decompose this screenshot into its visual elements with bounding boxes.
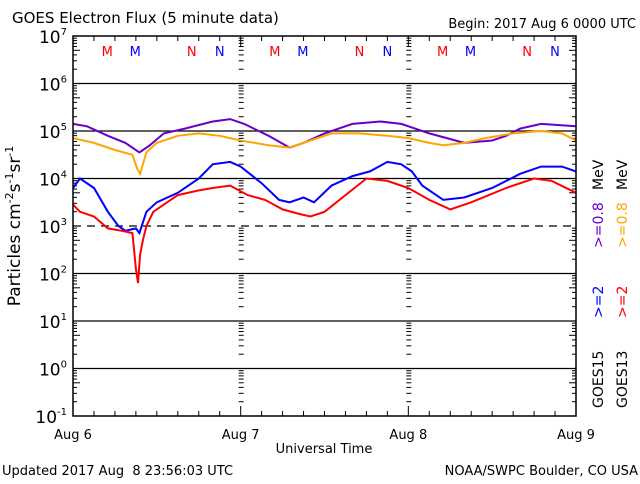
marker-n: N	[215, 45, 225, 60]
y-tick-label: 106	[39, 75, 67, 96]
series-goes13-0-8-mev	[72, 129, 577, 177]
legend: MeV >=2 >=0.8 GOES15 MeV >=2 >=0.8 GOES13	[591, 159, 631, 408]
x-axis-label: Universal Time	[276, 442, 373, 457]
marker-m: M	[297, 45, 308, 60]
y-tick-label: 100	[39, 360, 67, 381]
y-tick-labels: 107 106 105 104 103 102 101 100 10-1	[35, 27, 67, 428]
series-goes15-2-mev	[72, 160, 577, 236]
data-series	[72, 118, 577, 284]
x-tick-label: Aug 6	[54, 428, 92, 443]
y-tick-label: 10-1	[35, 407, 67, 428]
plot-frame	[72, 35, 577, 417]
legend-satellite: GOES15	[591, 351, 607, 408]
marker-n: N	[355, 45, 365, 60]
legend-satellite: GOES13	[615, 351, 631, 408]
credit-text: NOAA/SWPC Boulder, CO USA	[445, 464, 638, 479]
legend-energy-goes15: MeV	[591, 159, 607, 190]
marker-m: M	[437, 45, 448, 60]
y-tick-label: 101	[39, 312, 67, 333]
y-tick-label: 104	[39, 170, 67, 191]
marker-n: N	[550, 45, 560, 60]
marker-n: N	[187, 45, 197, 60]
legend-high-energy: >=2	[615, 286, 631, 318]
marker-m: M	[102, 45, 113, 60]
x-tick-label: Aug 9	[557, 428, 595, 443]
y-axis-label: Particles cm-2s-1sr-1	[3, 146, 25, 307]
legend-low-energy: >=0.8	[615, 202, 631, 248]
grid-lines	[73, 82, 576, 370]
marker-m: M	[130, 45, 141, 60]
marker-n: N	[522, 45, 532, 60]
begin-label: Begin: 2017 Aug 6 0000 UTC	[448, 17, 636, 32]
y-tick-label: 107	[39, 27, 67, 48]
legend-low-energy: >=0.8	[591, 202, 607, 248]
legend-high-energy: >=2	[591, 286, 607, 318]
marker-n: N	[383, 45, 393, 60]
y-tick-label: 105	[39, 122, 67, 143]
legend-energy-goes13: MeV	[615, 159, 631, 190]
y-tick-label: 103	[39, 217, 67, 238]
x-tick-label: Aug 8	[389, 428, 427, 443]
marker-m: M	[465, 45, 476, 60]
chart-title: GOES Electron Flux (5 minute data)	[12, 9, 279, 27]
x-tick-labels: Aug 6 Aug 7 Aug 8 Aug 9	[54, 428, 595, 443]
updated-timestamp: Updated 2017 Aug 8 23:56:03 UTC	[2, 464, 233, 479]
y-tick-label: 102	[39, 265, 67, 286]
series-goes13-2-mev	[72, 177, 577, 284]
x-tick-label: Aug 7	[222, 428, 260, 443]
marker-m: M	[269, 45, 280, 60]
